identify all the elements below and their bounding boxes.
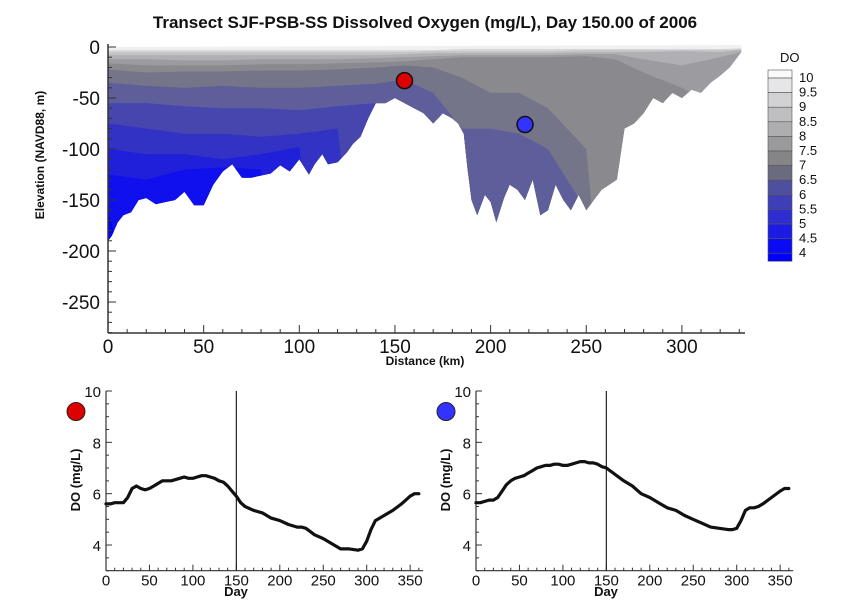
ts-x-tick-label: 150 xyxy=(224,573,249,590)
colorbar-title: DO xyxy=(780,50,800,65)
x-tick-label: 150 xyxy=(379,337,411,358)
station-marker-icon xyxy=(436,402,456,422)
ts-x-tick-label: 150 xyxy=(594,573,619,590)
ts-y-tick-label: 4 xyxy=(93,538,101,555)
colorbar-swatch xyxy=(767,69,793,79)
ts-x-tick-label: 350 xyxy=(768,573,793,590)
timeseries-blue-station: 0 50 100 150 200 250 300 350 4 6 8 10 xyxy=(436,384,794,590)
do-series-line xyxy=(104,474,421,552)
red-station-marker xyxy=(395,71,414,90)
ts-y-tick-label: 10 xyxy=(454,384,471,401)
y-tick-label: -150 xyxy=(62,191,100,212)
ts-x-tick-label: 300 xyxy=(724,573,749,590)
y-axis-label: Elevation (NAVD88, m) xyxy=(33,91,47,219)
ts-x-tick-label: 200 xyxy=(267,573,292,590)
y-tick-label: -250 xyxy=(62,293,100,314)
transect-markers xyxy=(395,71,534,134)
ts-x-tick-label: 50 xyxy=(511,573,528,590)
x-tick-label: 200 xyxy=(475,337,507,358)
y-tick-label: 0 xyxy=(89,38,100,59)
chart-title: Transect SJF-PSB-SS Dissolved Oxygen (mg… xyxy=(153,13,697,32)
ts-y-tick-label: 10 xyxy=(84,384,101,401)
ts-x-tick-label: 100 xyxy=(180,573,205,590)
colorbar-label: 9.5 xyxy=(799,85,817,100)
colorbar-label: 7.5 xyxy=(799,143,817,158)
ts-x-tick-label: 250 xyxy=(681,573,706,590)
x-axis-label: Distance (km) xyxy=(386,354,465,368)
colorbar-swatch xyxy=(767,252,793,262)
colorbar-label: 4 xyxy=(799,245,806,260)
ts-y-tick-label: 4 xyxy=(463,538,471,555)
ts-x-tick-label: 250 xyxy=(311,573,336,590)
colorbar-label: 4.5 xyxy=(799,231,817,246)
ts-x-tick-label: 0 xyxy=(102,573,110,590)
ts-x-tick-label: 350 xyxy=(398,573,423,590)
colorbar-label: 5.5 xyxy=(799,201,817,216)
y-tick-label: -50 xyxy=(73,89,100,110)
colorbar-swatch xyxy=(767,136,793,152)
ts-x-tick-label: 200 xyxy=(637,573,662,590)
colorbar-swatch xyxy=(767,150,793,166)
colorbar-label: 6 xyxy=(799,187,806,202)
ts-x-tick-label: 50 xyxy=(141,573,158,590)
ts-left-x-label: Day xyxy=(224,584,249,599)
colorbar-label: 8.5 xyxy=(799,114,817,129)
transect-contour-fill xyxy=(108,45,742,241)
colorbar-swatch xyxy=(767,106,793,123)
ts-right-y-label: DO (mg/L) xyxy=(438,449,453,512)
ts-x-tick-label: 0 xyxy=(472,573,480,590)
blue-station-marker xyxy=(516,115,534,134)
ts-y-tick-label: 6 xyxy=(463,487,471,504)
y-tick-label: -200 xyxy=(62,242,100,263)
ts-left-y-label: DO (mg/L) xyxy=(68,449,83,512)
x-tick-label: 250 xyxy=(570,337,602,358)
colorbar-legend: 109.598.587.576.565.554.54 xyxy=(767,69,817,262)
colorbar-label: 7 xyxy=(799,158,806,173)
ts-y-tick-label: 8 xyxy=(93,435,101,452)
colorbar-label: 9 xyxy=(799,99,806,114)
station-marker-icon xyxy=(66,402,86,422)
colorbar-label: 5 xyxy=(799,216,806,231)
colorbar-swatch xyxy=(767,194,793,210)
colorbar-label: 10 xyxy=(799,70,813,85)
x-tick-label: 300 xyxy=(666,337,698,358)
colorbar-label: 6.5 xyxy=(799,172,817,187)
ts-y-tick-label: 6 xyxy=(93,487,101,504)
colorbar-swatch xyxy=(767,238,793,254)
do-series-line xyxy=(474,460,791,532)
colorbar-swatch xyxy=(767,77,793,93)
transect-axes: 0 50 100 150 200 250 300 0 -50 -100 -150 -200 -250 xyxy=(62,38,745,358)
timeseries-red-station: 0 50 100 150 200 250 300 350 4 6 8 10 xyxy=(66,384,424,590)
ts-y-tick-label: 8 xyxy=(463,435,471,452)
ts-right-x-label: Day xyxy=(594,584,619,599)
colorbar-swatch xyxy=(767,121,793,137)
x-tick-label: 100 xyxy=(283,337,315,358)
colorbar-swatch xyxy=(767,223,793,239)
x-tick-label: 50 xyxy=(193,337,214,358)
y-tick-label: -100 xyxy=(62,140,100,161)
colorbar-swatch xyxy=(767,209,793,225)
colorbar-label: 8 xyxy=(799,128,806,143)
colorbar-swatch xyxy=(767,179,793,196)
ts-x-tick-label: 300 xyxy=(354,573,379,590)
colorbar-swatch xyxy=(767,165,793,181)
ts-x-tick-label: 100 xyxy=(550,573,575,590)
colorbar-swatch xyxy=(767,92,793,108)
x-tick-label: 0 xyxy=(103,337,114,358)
